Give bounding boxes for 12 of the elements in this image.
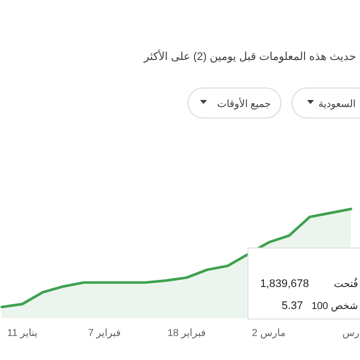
x-tick-label: 2 مارس [252, 328, 286, 339]
x-tick-label: رس [342, 328, 360, 339]
annotation: فُتحت [334, 277, 358, 290]
annotation: 5.37 [282, 300, 303, 312]
annotation: 1,839,678 [260, 278, 309, 290]
annotation: 100 شخص [311, 301, 358, 312]
x-tick-label: 7 فبراير [88, 328, 122, 339]
time-dropdown: جميع الأوقات [188, 88, 282, 118]
region-dropdown: السعودية [292, 88, 360, 118]
chart-title: حديث هذه المعلومات قبل يومين (2) على الأكثر [142, 49, 356, 63]
x-tick-label: 11 يناير [7, 328, 38, 339]
x-tick-label: 18 فبراير [167, 328, 206, 339]
